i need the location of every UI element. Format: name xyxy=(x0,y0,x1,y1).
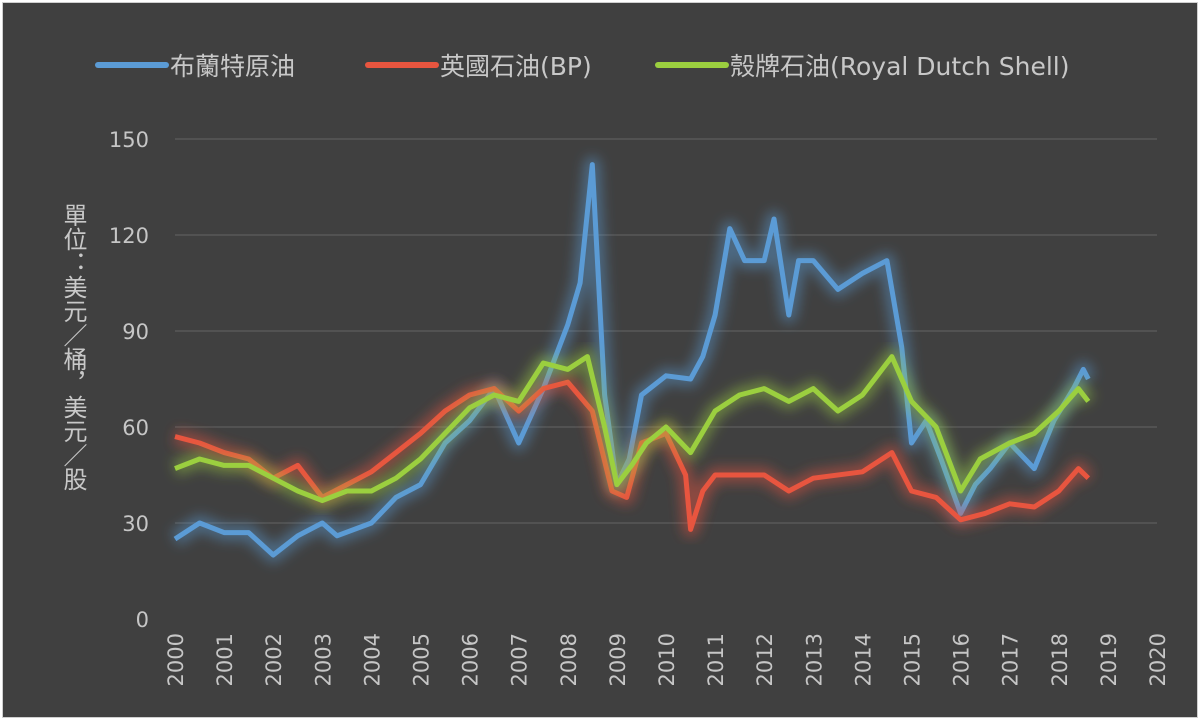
x-tick-label: 2002 xyxy=(262,633,286,686)
y-tick-label: 150 xyxy=(109,128,149,152)
y-tick-label: 120 xyxy=(109,224,149,248)
legend-label: 英國石油(BP) xyxy=(440,52,592,81)
legend: 布蘭特原油 英國石油(BP) 殼牌石油(Royal Dutch Shell) xyxy=(95,52,1069,81)
x-tick-label: 2000 xyxy=(164,633,188,686)
x-tick-label: 2017 xyxy=(999,633,1023,686)
x-tick-label: 2010 xyxy=(655,633,679,686)
legend-label: 布蘭特原油 xyxy=(170,52,295,81)
x-tick-label: 2009 xyxy=(606,633,630,686)
x-tick-label: 2003 xyxy=(311,633,335,686)
x-tick-label: 2020 xyxy=(1146,633,1170,686)
x-tick-label: 2015 xyxy=(901,633,925,686)
x-tick-label: 2004 xyxy=(360,633,384,686)
y-axis-label: 單位：美元／桶，美元／股 xyxy=(59,203,87,491)
x-tick-label: 2008 xyxy=(557,633,581,686)
x-tick-label: 2001 xyxy=(213,633,237,686)
x-tick-label: 2014 xyxy=(851,633,875,686)
y-tick-label: 90 xyxy=(122,320,149,344)
x-tick-label: 2005 xyxy=(410,633,434,686)
y-tick-label: 0 xyxy=(136,608,149,632)
x-tick-label: 2013 xyxy=(802,633,826,686)
series-line-2 xyxy=(174,354,1091,504)
y-tick-label: 30 xyxy=(122,512,149,536)
x-tick-label: 2019 xyxy=(1097,633,1121,686)
x-tick-label: 2007 xyxy=(508,633,532,686)
x-tick-label: 2006 xyxy=(459,633,483,686)
series-lines xyxy=(170,156,1096,563)
x-tick-label: 2011 xyxy=(704,633,728,686)
legend-label: 殼牌石油(Royal Dutch Shell) xyxy=(730,52,1069,81)
x-tick-label: 2018 xyxy=(1048,633,1072,686)
series-line-0 xyxy=(173,162,1091,558)
gridlines xyxy=(175,138,1157,524)
y-axis-ticks: 0 30 60 90 120 150 xyxy=(109,128,149,632)
x-tick-label: 2012 xyxy=(753,633,777,686)
x-axis-ticks: 2000 2001 2002 2003 2004 2005 2006 2007 2008 2009… xyxy=(164,633,1170,686)
y-tick-label: 60 xyxy=(122,416,149,440)
x-tick-label: 2016 xyxy=(950,633,974,686)
